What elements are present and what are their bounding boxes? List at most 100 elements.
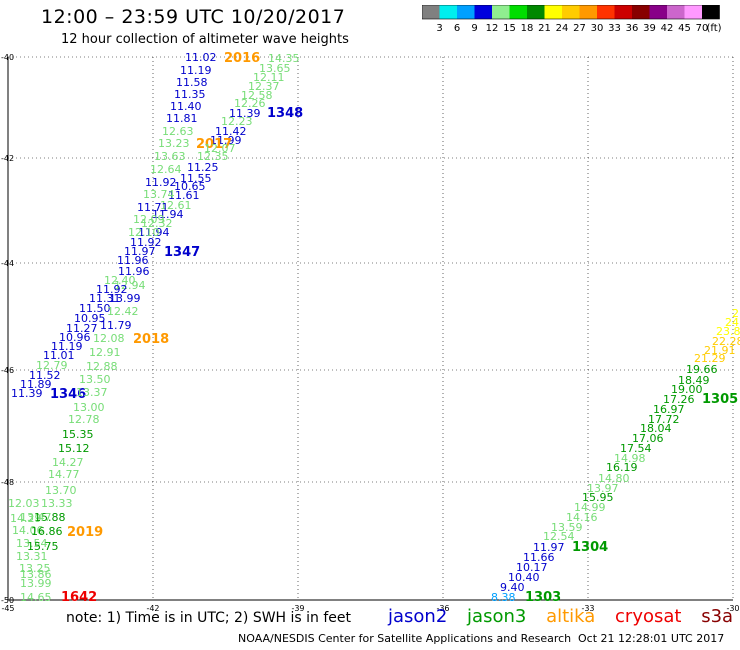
wave-height-value: 11.52 — [29, 369, 61, 382]
colorbar-swatch — [544, 5, 562, 19]
colorbar-label: 36 — [626, 23, 639, 34]
wave-height-value: 12.35 — [197, 150, 229, 163]
wave-height-value: 14.98 — [614, 452, 646, 465]
wave-height-value: 18.49 — [678, 374, 710, 387]
wave-height-value: 12.64 — [150, 163, 182, 176]
pass-label: 1348 — [267, 106, 303, 121]
wave-height-value: 12.10 — [128, 226, 160, 239]
wave-height-value: 10.40 — [508, 571, 540, 584]
wave-height-value: 23.8 — [716, 325, 740, 338]
wave-height-value: 8.38 — [491, 591, 516, 604]
wave-height-value: 11.58 — [176, 76, 208, 89]
wave-height-value: 11.19 — [180, 64, 212, 77]
wave-height-value: 12.07 — [204, 142, 236, 155]
wave-height-value: 12.58 — [241, 89, 273, 102]
legend-cryosat: cryosat — [615, 606, 682, 627]
wave-height-value: 11.61 — [168, 189, 200, 202]
wave-height-value: 13.65 — [259, 62, 291, 75]
colorbar-label: 33 — [608, 23, 621, 34]
wave-height-value: 15.95 — [582, 491, 614, 504]
legend-jason3: jason3 — [467, 606, 527, 627]
latitude-label: -50 — [1, 596, 14, 605]
wave-height-value: 17.06 — [632, 432, 664, 445]
wave-height-value: 13.23 — [158, 137, 190, 150]
wave-height-value: 11.94 — [138, 226, 170, 239]
wave-height-value: 12.91 — [89, 346, 121, 359]
wave-height-value: 2 — [732, 307, 739, 320]
wave-height-value: 14.35 — [268, 52, 300, 65]
wave-height-value: 13.97 — [587, 482, 619, 495]
wave-height-value: 11.40 — [170, 100, 202, 113]
colorbar-swatch — [527, 5, 545, 19]
wave-height-value: 11.25 — [187, 161, 219, 174]
wave-height-value: 10.95 — [74, 312, 106, 325]
wave-height-value: 11.19 — [51, 340, 83, 353]
wave-height-value: 11.31 — [89, 292, 121, 305]
colorbar-label: 39 — [643, 23, 656, 34]
wave-height-value: 17.72 — [648, 413, 680, 426]
wave-height-value: 11.96 — [117, 254, 149, 267]
colorbar-border — [422, 5, 720, 20]
colorbar-swatch — [579, 5, 597, 19]
legend-jason2: jason2 — [388, 606, 448, 627]
longitude-label: -39 — [291, 604, 304, 613]
wave-height-value: 13.00 — [73, 401, 105, 414]
wave-height-value: 13.31 — [16, 550, 48, 563]
longitude-label: -36 — [436, 604, 449, 613]
colorbar-swatch — [457, 5, 475, 19]
wave-height-value: 14.99 — [574, 501, 606, 514]
wave-height-value: 12.08 — [93, 332, 125, 345]
longitude-label: -42 — [146, 604, 159, 613]
wave-height-value: 21.29 — [694, 352, 726, 365]
colorbar-swatch — [667, 5, 685, 19]
wave-height-value: 11.39 — [229, 107, 261, 120]
wave-height-value: 11.42 — [215, 125, 247, 138]
wave-height-value: 12.09 — [133, 213, 165, 226]
wave-height-value: 13.37 — [76, 386, 108, 399]
wave-height-value: 15.35 — [62, 428, 94, 441]
colorbar-label: 42 — [661, 23, 674, 34]
pass-label: 1346 — [50, 387, 86, 402]
colorbar-label: 30 — [591, 23, 604, 34]
latitude-label: -46 — [1, 366, 14, 375]
wave-height-value: 10.17 — [516, 561, 548, 574]
wave-height-value: 19.66 — [686, 363, 718, 376]
wave-height-value: 15.12 — [58, 442, 90, 455]
page-subtitle: 12 hour collection of altimeter wave hei… — [61, 32, 349, 47]
wave-height-value: 11.50 — [79, 302, 111, 315]
wave-height-value: 12.23 — [221, 115, 253, 128]
wave-height-value: 12.11 — [253, 71, 285, 84]
wave-height-value: 14.16 — [566, 511, 598, 524]
wave-height-value: 12.26 — [234, 97, 266, 110]
wave-height-value: 13.74 — [143, 188, 175, 201]
wave-height-value: 21.91 — [704, 344, 736, 357]
legend-s3a: s3a — [701, 606, 734, 627]
wave-height-value: 14.77 — [48, 468, 80, 481]
colorbar-swatch — [562, 5, 580, 19]
colorbar-label: 15 — [503, 23, 516, 34]
colorbar-swatch — [702, 5, 720, 19]
wave-height-value: 11.71 — [137, 201, 169, 214]
wave-height-value: 15.88 — [34, 511, 66, 524]
wave-height-value: 11.02 — [185, 51, 217, 64]
page-title: 12:00 – 23:59 UTC 10/20/2017 — [41, 6, 346, 28]
wave-height-value: 11.27 — [66, 322, 98, 335]
colorbar-swatch — [632, 5, 650, 19]
wave-height-value: 11.94 — [152, 208, 184, 221]
latitude-labels: -40 -42 -44 -46 -48 -50 — [1, 53, 14, 605]
colorbar-label: 12 — [486, 23, 499, 34]
colorbar-label: 70 — [696, 23, 709, 34]
wave-height-value: 11.79 — [100, 319, 132, 332]
wave-height-value: 10.65 — [174, 180, 206, 193]
wave-height-value: 11.35 — [174, 88, 206, 101]
pass-label: 2017 — [196, 137, 232, 152]
wave-height-value: 13.54 — [16, 537, 48, 550]
wave-height-value: 22.28 — [712, 335, 740, 348]
wave-height-value: 12.37 — [248, 80, 280, 93]
wave-height-value: 12.32 — [141, 217, 173, 230]
wave-height-value: 12.63 — [162, 125, 194, 138]
colorbar-label: 3 — [436, 23, 442, 34]
wave-height-value: 14.29 — [10, 512, 42, 525]
wave-height-value: 14.06 — [12, 524, 44, 537]
